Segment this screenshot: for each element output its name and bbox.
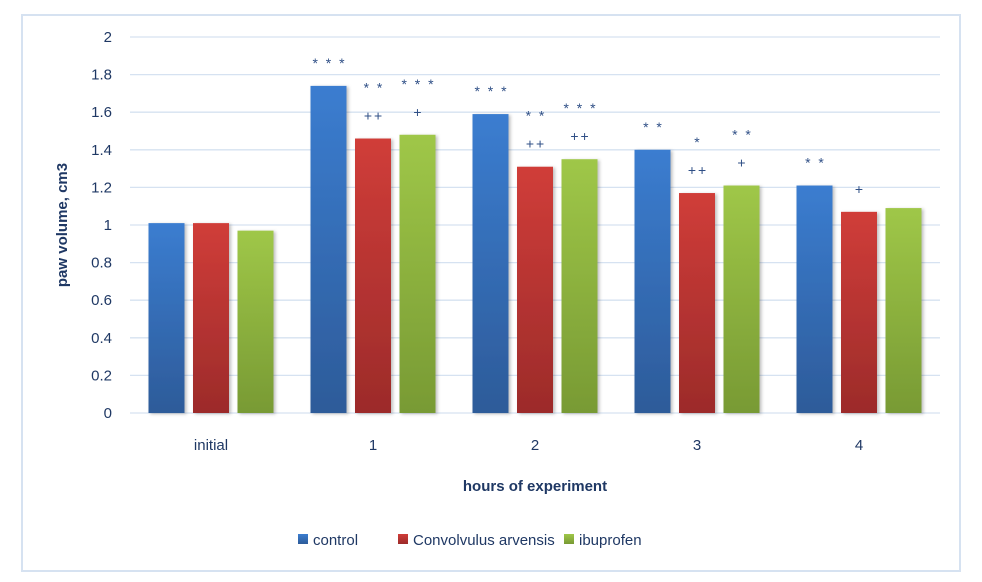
significance-label: + [737, 155, 747, 171]
significance-label: ++ [526, 136, 546, 152]
y-tick-label: 0.2 [91, 367, 112, 384]
bar-convolvulus-arvensis-3 [679, 193, 715, 413]
legend: control Convolvulus arvensis ibuprofen [298, 532, 642, 549]
legend-label: ibuprofen [579, 532, 642, 549]
significance-label: + [855, 181, 865, 197]
x-category-label: 4 [855, 437, 863, 454]
significance-label: * * * [312, 55, 346, 71]
significance-label: ++ [364, 108, 384, 124]
legend-label: Convolvulus arvensis [413, 532, 555, 549]
bar-control-3 [634, 149, 671, 414]
bar-ibuprofen-4 [885, 208, 922, 413]
y-tick-label: 0.8 [91, 255, 112, 272]
significance-label: * [694, 134, 701, 150]
significance-label: * * [732, 127, 753, 143]
legend-label: control [313, 532, 358, 549]
y-tick-label: 1.2 [91, 179, 112, 196]
bar-convolvulus-arvensis-4 [841, 211, 877, 413]
bar-ibuprofen-2 [561, 159, 598, 413]
bar-control-4 [796, 185, 833, 413]
significance-annotations: * * ** *++* * *+* * ** *++* * *++* **++*… [312, 55, 865, 197]
significance-label: * * * [563, 100, 597, 116]
y-axis-ticks: 0 0.2 0.4 0.6 0.8 1 1.2 1.4 1.6 1.8 2 [91, 29, 112, 422]
significance-label: ++ [570, 128, 590, 144]
legend-swatch-control [298, 534, 308, 544]
y-tick-label: 1 [104, 217, 112, 234]
significance-label: * * [805, 155, 826, 171]
bar-ibuprofen-3 [723, 185, 760, 413]
legend-swatch-ibuprofen [564, 534, 574, 544]
y-tick-label: 1.6 [91, 104, 112, 121]
x-category-label: 3 [693, 437, 701, 454]
bars [148, 85, 922, 414]
bar-convolvulus-arvensis-1 [355, 138, 391, 413]
bar-ibuprofen-initial [237, 230, 274, 413]
significance-label: ++ [688, 162, 708, 178]
x-axis-title: hours of experiment [463, 478, 607, 495]
bar-convolvulus-arvensis-initial [193, 223, 229, 413]
bar-control-initial [148, 223, 185, 413]
bar-ibuprofen-1 [399, 134, 436, 413]
significance-label: * * [643, 119, 664, 135]
legend-swatch-convolvulus-arvensis [398, 534, 408, 544]
x-category-label: initial [194, 437, 228, 454]
bar-control-2 [472, 114, 509, 413]
x-category-label: 1 [369, 437, 377, 454]
y-tick-label: 0.4 [91, 330, 112, 347]
significance-label: * * [364, 80, 385, 96]
significance-label: + [413, 104, 423, 120]
bar-convolvulus-arvensis-2 [517, 166, 553, 413]
significance-label: * * * [401, 76, 435, 92]
significance-label: * * [526, 108, 547, 124]
y-tick-label: 0.6 [91, 292, 112, 309]
y-tick-label: 0 [104, 405, 112, 422]
y-axis-title: paw volume, cm3 [54, 163, 71, 287]
bar-control-1 [310, 85, 347, 413]
y-tick-label: 2 [104, 29, 112, 46]
x-category-label: 2 [531, 437, 539, 454]
y-tick-label: 1.8 [91, 67, 112, 84]
y-tick-label: 1.4 [91, 142, 112, 159]
x-axis-categories: initial 1 2 3 4 [194, 437, 863, 454]
significance-label: * * * [474, 83, 508, 99]
